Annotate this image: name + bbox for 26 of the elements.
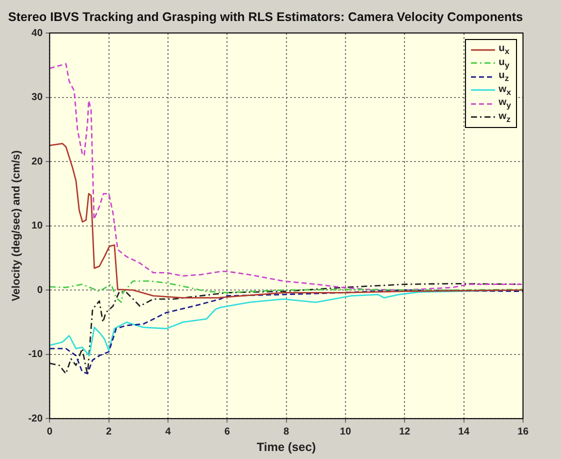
legend-label: w$_{y}$ bbox=[498, 97, 511, 110]
y-tick-label: -20 bbox=[28, 413, 44, 424]
y-axis-title: Velocity (deg/sec) and (cm/s) bbox=[10, 150, 23, 302]
x-tick-label: 14 bbox=[458, 426, 470, 438]
legend-label: u$_{z}$ bbox=[498, 70, 509, 84]
x-axis-title: Time (sec) bbox=[256, 440, 316, 454]
x-tick-label: 12 bbox=[399, 426, 411, 438]
y-tick-label: -10 bbox=[28, 349, 44, 360]
y-tick-label: 30 bbox=[32, 92, 44, 104]
line-series bbox=[50, 280, 523, 303]
y-tick-label: 0 bbox=[37, 284, 44, 296]
chart-title: Stereo IBVS Tracking and Grasping with RLS Estimators: Camera Velocity Components bbox=[8, 10, 523, 24]
legend-label: u$_{x}$ bbox=[498, 43, 510, 56]
legend-label: w$_{z}$ bbox=[498, 110, 511, 124]
y-tick-label: 10 bbox=[32, 220, 44, 232]
x-tick-label: 16 bbox=[517, 426, 529, 438]
x-tick-label: 4 bbox=[165, 426, 172, 438]
legend-label: w$_{x}$ bbox=[498, 84, 511, 97]
y-tick-label: 40 bbox=[32, 28, 44, 39]
x-tick-label: 2 bbox=[106, 426, 112, 438]
x-tick-label: 6 bbox=[224, 426, 230, 438]
x-tick-label: 8 bbox=[284, 426, 290, 438]
x-tick-label: 10 bbox=[340, 426, 352, 438]
y-tick-label: 20 bbox=[32, 156, 44, 168]
x-tick-label: 0 bbox=[46, 426, 53, 438]
legend-label: u$_{y}$ bbox=[498, 56, 510, 70]
